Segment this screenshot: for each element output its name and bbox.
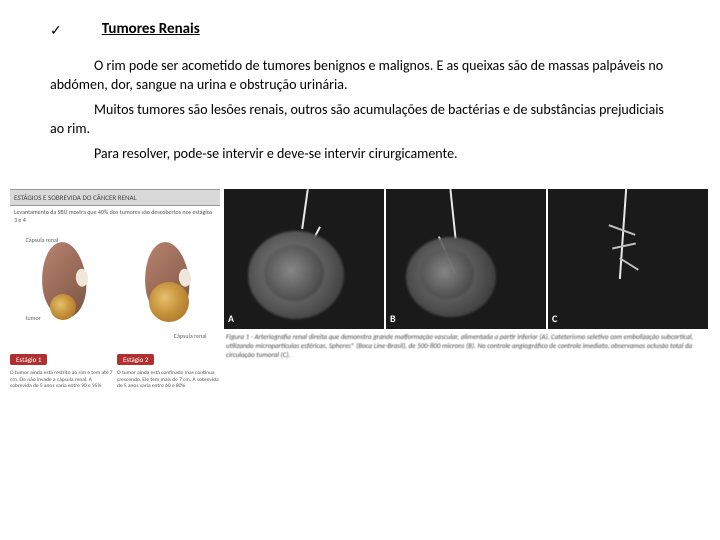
panel-b-label: B bbox=[390, 312, 396, 325]
stage-2-text: O tumor ainda está confinado mas continu… bbox=[117, 370, 220, 389]
tumor-label: tumor bbox=[26, 314, 41, 322]
section-title: Tumores Renais bbox=[102, 20, 200, 38]
figure-caption: Figura 1 - Arteriografia renal direita q… bbox=[224, 329, 710, 359]
paragraph-3: Para resolver, pode-se intervir e deve-s… bbox=[50, 145, 670, 164]
angio-panel-b: B bbox=[386, 189, 546, 329]
paragraph-1: O rim pode ser acometido de tumores beni… bbox=[50, 57, 670, 95]
stages-infographic: ESTÁGIOS E SOBREVIDA DO CÂNCER RENAL Lev… bbox=[10, 189, 220, 389]
kidney-stage-1: Cápsula renal tumor bbox=[24, 234, 104, 344]
panel-a-label: A bbox=[228, 312, 234, 325]
bullet-check-icon: ✓ bbox=[50, 22, 62, 39]
kidney-stage-2: Cápsula renal bbox=[127, 234, 207, 344]
capsule-label: Cápsula renal bbox=[26, 236, 59, 244]
stage-2-caption: Estágio 2 O tumor ainda está confinado m… bbox=[117, 348, 220, 389]
angio-panel-c: C bbox=[548, 189, 708, 329]
stage-1-text: O tumor ainda está restrito ao rim e tem… bbox=[10, 370, 113, 389]
infographic-subheader: Levantamento da SBU mostra que 40% dos t… bbox=[10, 206, 220, 230]
stage-1-caption: Estágio 1 O tumor ainda está restrito ao… bbox=[10, 348, 113, 389]
paragraph-2: Muitos tumores são lesões renais, outros… bbox=[50, 101, 670, 139]
panel-c-label: C bbox=[552, 312, 557, 325]
angio-panel-a: A bbox=[224, 189, 384, 329]
stage-2-badge: Estágio 2 bbox=[117, 354, 154, 365]
capsule-label-2: Cápsula renal bbox=[174, 332, 207, 340]
infographic-header: ESTÁGIOS E SOBREVIDA DO CÂNCER RENAL bbox=[10, 189, 220, 206]
stage-1-badge: Estágio 1 bbox=[10, 354, 47, 365]
angiography-figure: A B C Figura 1 - Arteriografia renal dir… bbox=[224, 189, 710, 359]
